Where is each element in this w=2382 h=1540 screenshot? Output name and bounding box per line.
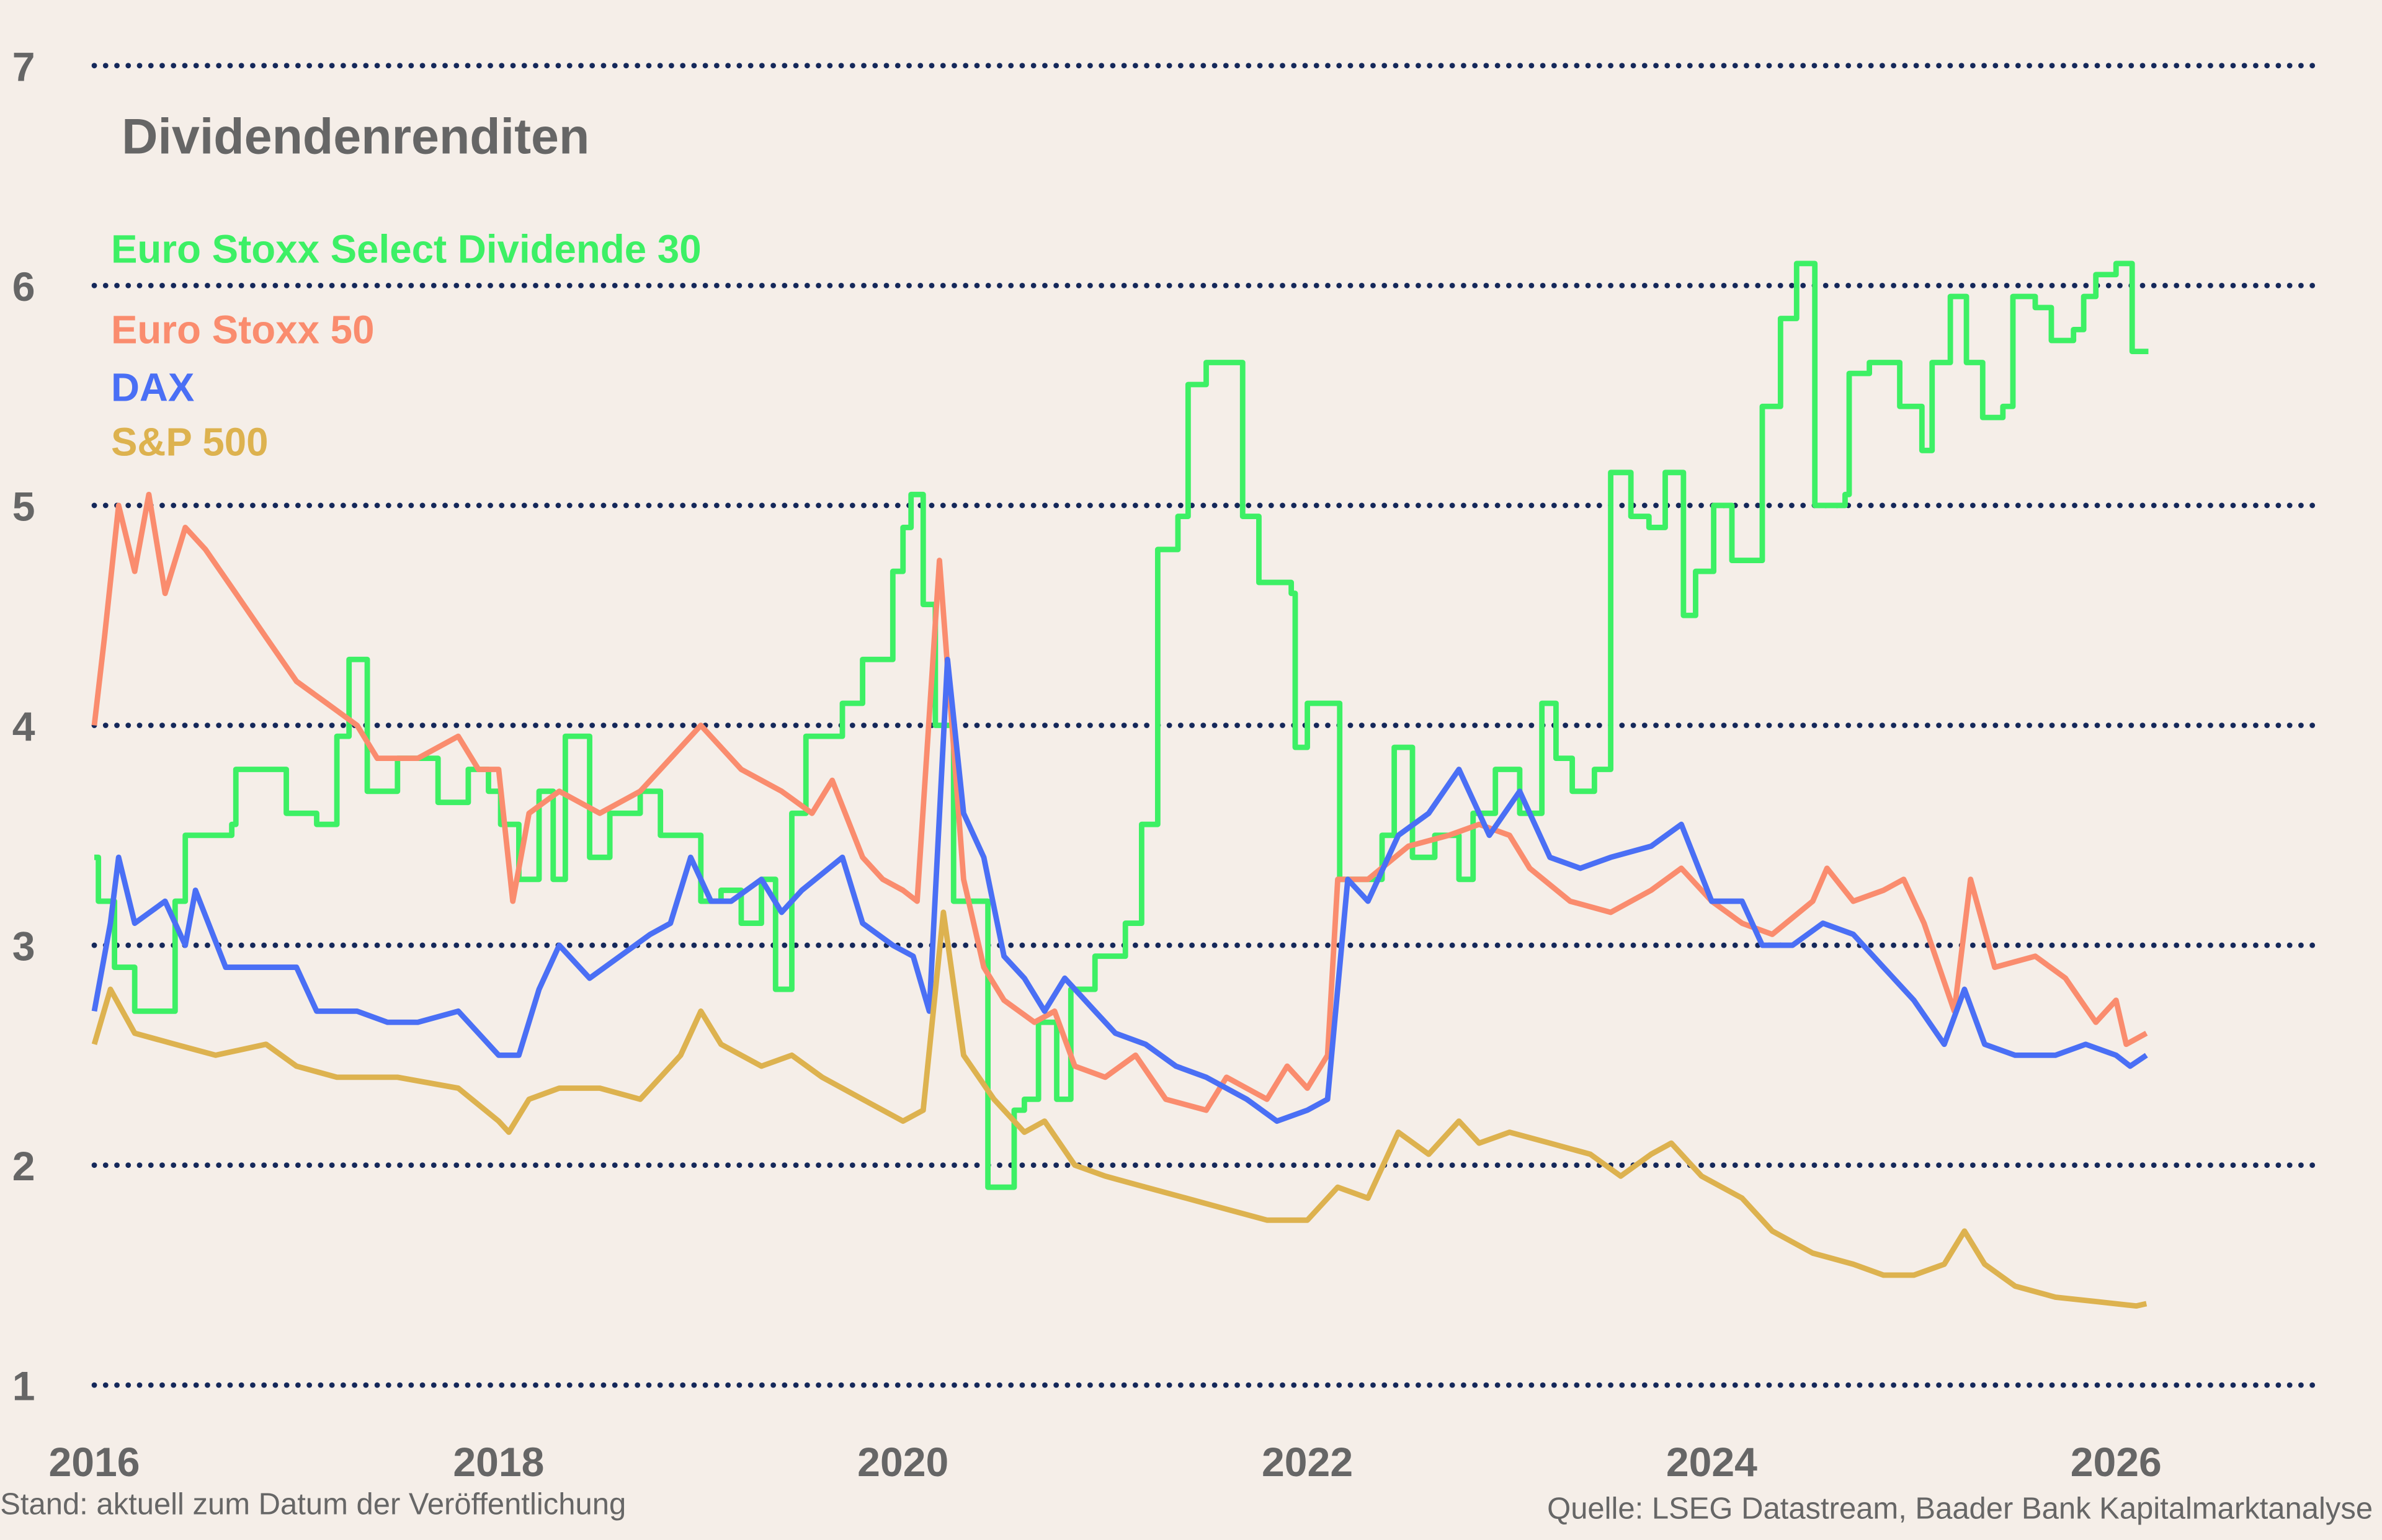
x-tick-label: 2024 [1666,1440,1757,1485]
footer-source: Quelle: LSEG Datastream, Baader Bank Kap… [1547,1492,2373,1526]
chart-title: Dividendenrenditen [122,109,589,164]
y-tick-label: 5 [12,484,35,530]
legend-item-esdiv30: Euro Stoxx Select Dividende 30 [111,228,702,272]
x-tick-label: 2022 [1262,1440,1353,1485]
x-tick-label: 2020 [857,1440,948,1485]
legend-item-dax: DAX [111,365,194,409]
y-tick-label: 3 [12,924,35,970]
y-tick-label: 6 [12,264,35,310]
footer-note: Stand: aktuell zum Datum der Veröffentli… [0,1487,626,1521]
series-line-s-p-500 [91,909,2148,1309]
series-line-euro-stoxx-select-dividende-30 [94,260,2149,1190]
x-tick-label: 2016 [48,1440,140,1485]
gridlines [91,63,2319,1388]
y-axis-ticks: 1 2 3 4 5 6 7 [12,44,35,1409]
y-tick-label: 1 [12,1364,35,1410]
legend-item-eurostoxx50: Euro Stoxx 50 [111,308,375,352]
legend-item-sp500: S&P 500 [111,421,269,465]
y-tick-label: 4 [12,704,35,750]
y-tick-label: 2 [12,1144,35,1190]
legend: Euro Stoxx Select Dividende 30 Euro Stox… [111,228,702,465]
x-axis-ticks: 2016 2018 2020 2022 2024 2026 [48,1440,2161,1485]
x-tick-label: 2026 [2071,1440,2162,1485]
y-tick-label: 7 [12,44,35,90]
series-line-dax [91,656,2148,1124]
x-tick-label: 2018 [453,1440,544,1485]
series-line-euro-stoxx-50 [91,491,2148,1113]
series-lines [91,260,2149,1309]
